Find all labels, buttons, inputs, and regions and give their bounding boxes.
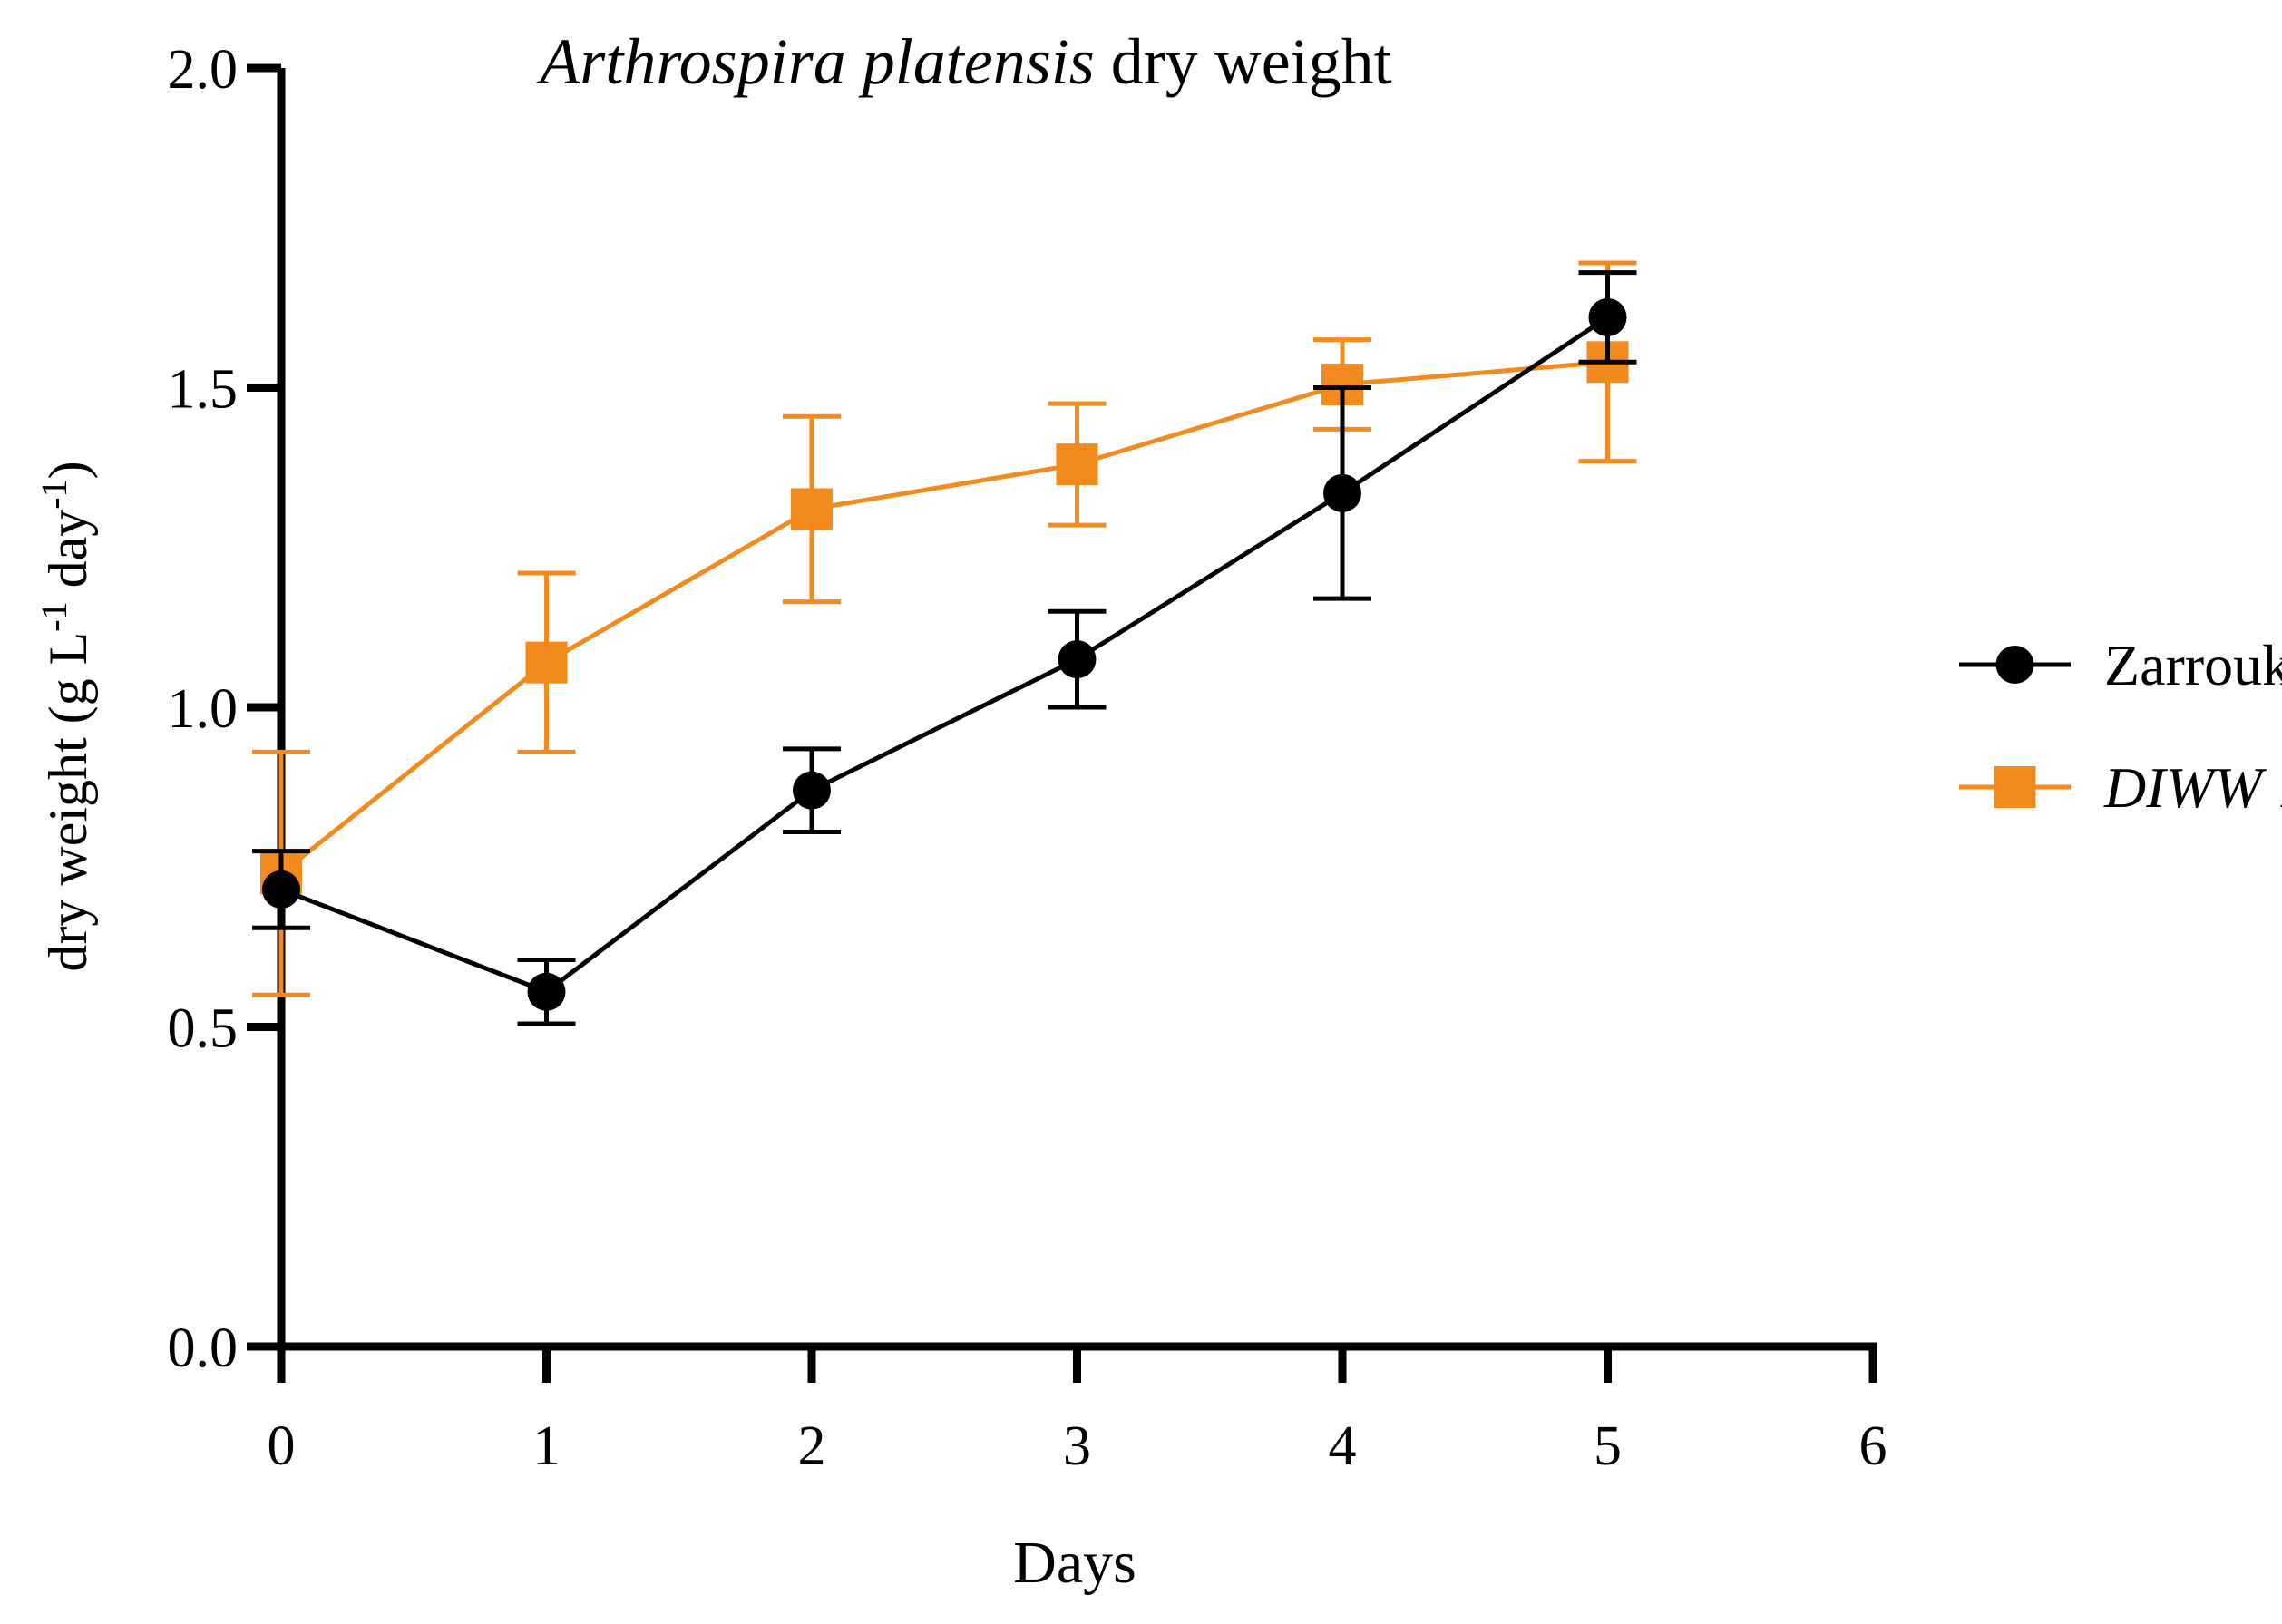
- y-tick-label: 2.0: [168, 39, 239, 101]
- y-tick-label: 1.0: [168, 678, 239, 740]
- chart-title-rest: dry weight: [1095, 25, 1392, 98]
- x-tick-label: 4: [1329, 1415, 1357, 1477]
- series-layer: [252, 260, 1637, 1026]
- data-point: [793, 771, 831, 810]
- data-point: [1588, 297, 1627, 336]
- legend-label: DIWW 70%: [2103, 755, 2282, 820]
- data-point: [791, 488, 833, 530]
- y-tick-label: 1.5: [168, 359, 239, 421]
- data-point: [525, 641, 568, 684]
- series-line: [280, 315, 1609, 995]
- series-line: [279, 359, 1608, 876]
- legend-marker: [1995, 646, 2034, 684]
- data-point: [1056, 443, 1098, 486]
- chart-title: Arthrospira platensis dry weight: [536, 25, 1391, 98]
- legend-item: DIWW 70%: [1959, 755, 2282, 820]
- legend-label: Zarrouk media: [2104, 633, 2282, 697]
- x-tick-label: 2: [798, 1415, 826, 1477]
- y-tick-label: 0.5: [168, 998, 239, 1060]
- x-axis-label: Days: [1013, 1530, 1136, 1596]
- series-zarrouk-media: [252, 270, 1637, 1026]
- x-tick-label: 6: [1859, 1415, 1887, 1477]
- chart-title-italic: Arthrospira platensis: [536, 25, 1094, 98]
- y-tick-label: 0.0: [168, 1318, 239, 1379]
- legend-marker: [1994, 766, 2036, 808]
- x-tick-label: 1: [532, 1415, 561, 1477]
- data-point: [527, 972, 566, 1011]
- y-axis-label: dry weight (g L-1 day-1): [34, 461, 99, 971]
- x-tick-label: 0: [268, 1415, 296, 1477]
- axes: 0.0 0.5 1.0 1.5 2.0 0 1 2 3 4 5 6: [168, 39, 1887, 1477]
- series-diww-70: [252, 260, 1637, 997]
- data-point: [1058, 640, 1097, 679]
- legend: Zarrouk media DIWW 70%: [1959, 633, 2282, 820]
- data-point: [262, 870, 300, 909]
- data-point: [1323, 473, 1361, 512]
- x-tick-label: 3: [1063, 1415, 1091, 1477]
- legend-item: Zarrouk media: [1959, 633, 2282, 697]
- x-tick-label: 5: [1594, 1415, 1622, 1477]
